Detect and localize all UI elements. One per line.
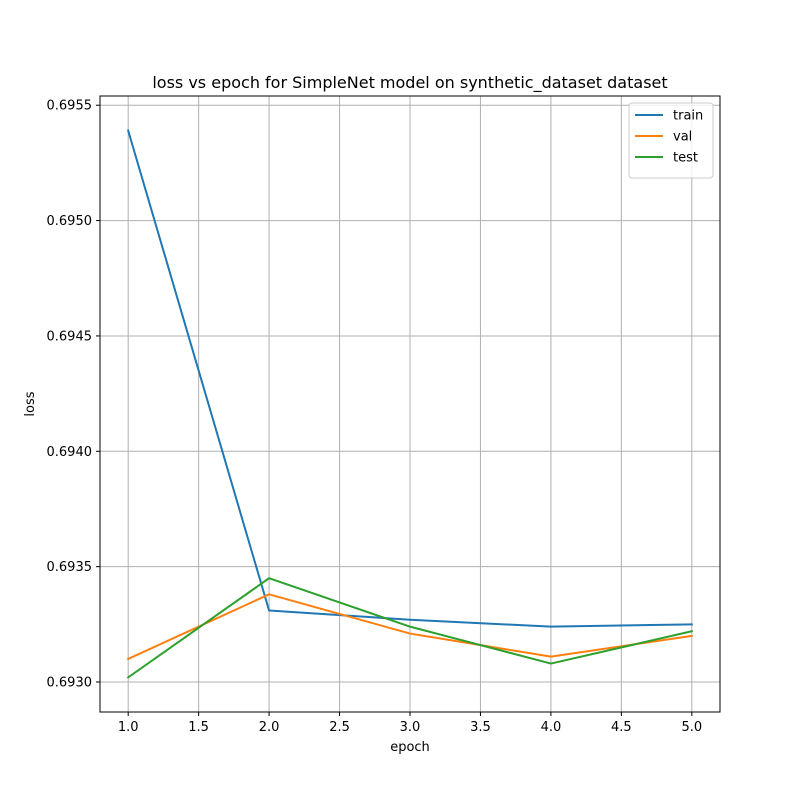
series-line-test (126, 577, 694, 679)
x-tick-label: 4.5 (611, 720, 632, 735)
x-tick-label: 3.5 (470, 720, 491, 735)
y-tick-label: 0.6935 (47, 560, 93, 575)
y-tick-label: 0.6930 (47, 676, 93, 691)
x-tick-label: 3.0 (400, 720, 421, 735)
x-tick-label: 1.5 (188, 720, 209, 735)
x-tick-label: 2.0 (259, 720, 280, 735)
x-tick-label: 4.0 (541, 720, 562, 735)
x-axis-ticks: 1.0 1.5 2.0 2.5 3.0 3.5 4.0 4.5 5.0 (118, 712, 702, 735)
x-tick-label: 2.5 (329, 720, 350, 735)
chart-title: loss vs epoch for SimpleNet model on syn… (152, 73, 667, 93)
x-axis-title: epoch (390, 740, 430, 755)
x-tick-label: 1.0 (118, 720, 139, 735)
series-line-train (126, 129, 693, 628)
y-axis-title: loss (23, 391, 38, 416)
y-tick-label: 0.6950 (47, 214, 93, 229)
series-lines (126, 129, 694, 679)
legend: train val test (628, 102, 714, 179)
series-line-val (126, 593, 693, 661)
grid (100, 96, 720, 712)
y-tick-label: 0.6940 (47, 445, 93, 460)
y-tick-label: 0.6945 (47, 329, 93, 344)
y-tick-label: 0.6955 (47, 99, 93, 114)
legend-label-test: test (673, 151, 698, 166)
legend-label-train: train (673, 109, 703, 124)
legend-box (628, 102, 714, 179)
legend-label-val: val (673, 130, 692, 145)
x-tick-label: 5.0 (681, 720, 702, 735)
y-axis-ticks: 0.6930 0.6935 0.6940 0.6945 0.6950 0.6955 (47, 99, 100, 691)
